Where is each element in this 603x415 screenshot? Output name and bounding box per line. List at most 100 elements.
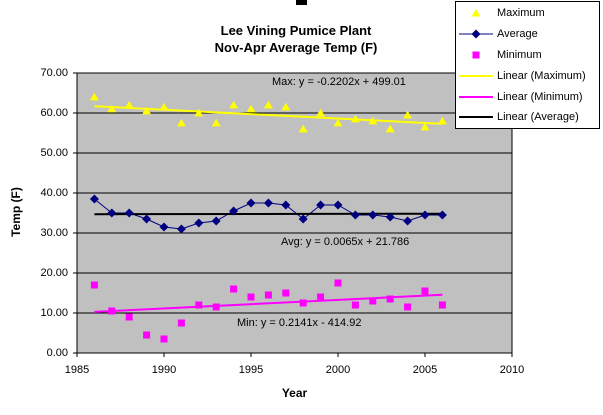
y-axis-tick-label: 20.00 — [40, 267, 68, 279]
data-point-average[interactable] — [194, 218, 204, 228]
legend[interactable]: Maximum Average Minimum Linear (Maximum) Lin… — [455, 1, 600, 129]
chart-title: Lee Vining Pumice Plant Nov-Apr Average … — [146, 22, 446, 56]
legend-item-linear-maximum[interactable]: Linear (Maximum) — [456, 65, 599, 86]
data-point-minimum[interactable] — [438, 301, 446, 309]
y-axis-title: Temp (F) — [9, 187, 23, 237]
y-axis-tick-label: 70.00 — [40, 67, 68, 79]
data-point-minimum[interactable] — [299, 299, 307, 307]
legend-item-linear-minimum[interactable]: Linear (Minimum) — [456, 86, 599, 107]
data-point-average[interactable] — [420, 210, 430, 220]
data-point-maximum[interactable] — [246, 104, 256, 113]
legend-label: Linear (Maximum) — [497, 69, 586, 82]
data-point-average[interactable] — [211, 216, 221, 226]
x-axis-title: Year — [281, 386, 308, 400]
data-point-average[interactable] — [176, 224, 186, 234]
data-point-minimum[interactable] — [334, 279, 342, 287]
annotation-avg-equation[interactable]: Avg: y = 0.0065x + 21.786 — [281, 236, 410, 248]
x-axis-tick-label: 1990 — [151, 364, 177, 376]
data-point-maximum[interactable] — [176, 118, 186, 127]
legend-label: Linear (Average) — [497, 111, 579, 124]
line-marker-icon — [459, 74, 493, 77]
cropped-text-artifact — [296, 0, 307, 5]
data-point-average[interactable] — [437, 210, 447, 220]
data-point-average[interactable] — [333, 200, 343, 210]
data-point-average[interactable] — [263, 198, 273, 208]
data-point-maximum[interactable] — [403, 110, 413, 119]
legend-item-average[interactable]: Average — [456, 24, 599, 45]
square-marker-icon — [472, 51, 480, 59]
data-point-average[interactable] — [124, 208, 134, 218]
triangle-marker-icon — [471, 9, 481, 17]
data-point-average[interactable] — [350, 210, 360, 220]
data-point-maximum[interactable] — [159, 102, 169, 111]
data-point-minimum[interactable] — [247, 293, 255, 301]
data-point-maximum[interactable] — [368, 116, 378, 125]
data-point-minimum[interactable] — [421, 287, 429, 295]
line-marker-icon — [459, 95, 493, 98]
data-point-average[interactable] — [281, 200, 291, 210]
data-point-minimum[interactable] — [212, 303, 220, 311]
data-point-maximum[interactable] — [263, 100, 273, 109]
data-point-average[interactable] — [229, 206, 239, 216]
data-point-maximum[interactable] — [385, 124, 395, 133]
data-point-minimum[interactable] — [160, 335, 168, 343]
data-point-average[interactable] — [368, 210, 378, 220]
data-point-maximum[interactable] — [142, 106, 152, 115]
diamond-glyph — [471, 29, 481, 39]
y-axis-tick-label: 50.00 — [40, 147, 68, 159]
data-point-average[interactable] — [159, 222, 169, 232]
data-point-minimum[interactable] — [195, 301, 203, 309]
data-point-average[interactable] — [385, 212, 395, 222]
data-point-maximum[interactable] — [316, 108, 326, 117]
data-point-maximum[interactable] — [350, 114, 360, 123]
data-point-minimum[interactable] — [125, 313, 133, 321]
legend-label: Maximum — [497, 7, 545, 20]
data-point-minimum[interactable] — [386, 295, 394, 303]
data-point-minimum[interactable] — [230, 285, 238, 293]
data-point-minimum[interactable] — [404, 303, 412, 311]
data-point-average[interactable] — [403, 216, 413, 226]
x-axis-tick-label: 1985 — [64, 364, 90, 376]
data-point-average[interactable] — [142, 214, 152, 224]
trendline-linear-minimum[interactable] — [94, 293, 443, 313]
data-point-minimum[interactable] — [177, 319, 185, 327]
x-axis-tick-label: 1995 — [238, 364, 264, 376]
chart-title-line2: Nov-Apr Average Temp (F) — [214, 40, 378, 55]
data-point-average[interactable] — [107, 208, 117, 218]
trendline-linear-average[interactable] — [94, 212, 443, 216]
data-point-average[interactable] — [89, 194, 99, 204]
x-axis-tick-label: 2000 — [325, 364, 351, 376]
data-point-maximum[interactable] — [437, 116, 447, 125]
data-point-minimum[interactable] — [282, 289, 290, 297]
data-point-maximum[interactable] — [333, 118, 343, 127]
data-point-minimum[interactable] — [143, 331, 151, 339]
data-point-minimum[interactable] — [317, 293, 325, 301]
data-point-maximum[interactable] — [89, 92, 99, 101]
trendline-linear-maximum[interactable] — [94, 105, 443, 125]
annotation-max-equation[interactable]: Max: y = -0.2202x + 499.01 — [272, 76, 406, 88]
legend-item-linear-average[interactable]: Linear (Average) — [456, 107, 599, 128]
data-point-average[interactable] — [246, 198, 256, 208]
annotation-min-equation[interactable]: Min: y = 0.2141x - 414.92 — [237, 317, 362, 329]
legend-item-minimum[interactable]: Minimum — [456, 45, 599, 66]
data-point-maximum[interactable] — [211, 118, 221, 127]
data-point-minimum[interactable] — [264, 291, 272, 299]
data-point-maximum[interactable] — [420, 122, 430, 131]
data-point-maximum[interactable] — [229, 100, 239, 109]
data-point-maximum[interactable] — [281, 102, 291, 111]
data-point-maximum[interactable] — [194, 108, 204, 117]
data-point-minimum[interactable] — [351, 301, 359, 309]
square-glyph — [472, 51, 480, 59]
triangle-glyph — [471, 9, 481, 17]
data-point-maximum[interactable] — [107, 104, 117, 113]
data-point-maximum[interactable] — [298, 124, 308, 133]
data-point-minimum[interactable] — [369, 297, 377, 305]
data-point-minimum[interactable] — [108, 307, 116, 315]
data-point-average[interactable] — [298, 214, 308, 224]
data-point-minimum[interactable] — [90, 281, 98, 289]
data-point-maximum[interactable] — [124, 100, 134, 109]
legend-item-maximum[interactable]: Maximum — [456, 3, 599, 24]
data-point-average[interactable] — [316, 200, 326, 210]
